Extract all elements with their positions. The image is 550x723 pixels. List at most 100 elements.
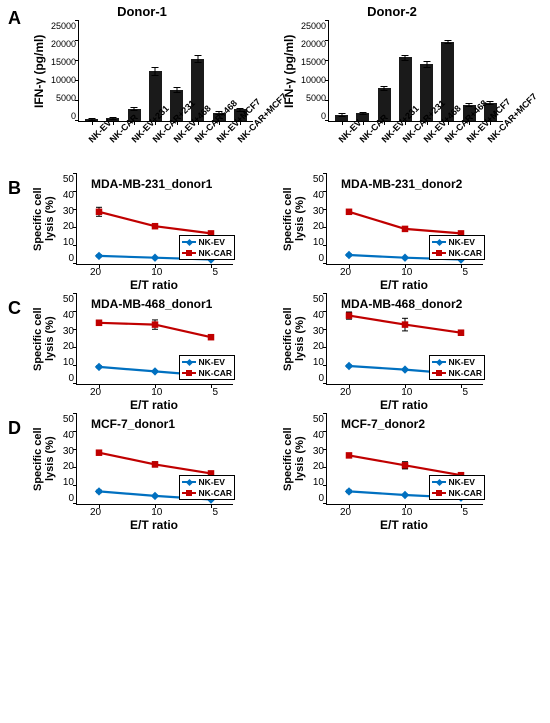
line-ytick: 50 — [306, 294, 324, 305]
legend-row: NK-CAR — [182, 488, 232, 498]
line-plot-outer: MDA-MB-231_donor1NK-EVNK-CAR20105E/T rat… — [76, 174, 233, 292]
error-cap — [381, 86, 388, 87]
line-plot-outer: MDA-MB-468_donor1NK-EVNK-CAR20105E/T rat… — [76, 294, 233, 412]
line-title: MCF-7_donor2 — [341, 417, 425, 431]
bar-xlabel: NK-EV+231 — [129, 124, 150, 145]
line-ytick: 0 — [56, 493, 74, 504]
legend-label: NK-EV — [448, 357, 474, 367]
line-chart-wrap: Specific cell lysis (%)50403020100MDA-MB… — [30, 174, 254, 292]
line-xlabel-title: E/T ratio — [326, 518, 482, 532]
line-ytick: 10 — [56, 237, 74, 248]
legend-label: NK-EV — [198, 477, 224, 487]
line-xlabel-title: E/T ratio — [76, 518, 232, 532]
series-marker — [208, 334, 215, 341]
bar-ytick: 10000 — [296, 75, 326, 85]
line-ytick: 50 — [56, 174, 74, 185]
error-cap — [131, 110, 138, 111]
legend-line — [432, 481, 446, 483]
line-title: MDA-MB-231_donor1 — [91, 177, 212, 191]
bar-ytick: 10000 — [46, 75, 76, 85]
legend-label: NK-EV — [198, 357, 224, 367]
bar-title: Donor-1 — [30, 4, 254, 19]
line-xtick-label: 10 — [151, 507, 162, 518]
line-ytick: 20 — [306, 341, 324, 352]
bar-yaxis: 2500020000150001000050000 — [296, 21, 328, 121]
legend-label: NK-CAR — [198, 248, 232, 258]
line-ylabel: Specific cell lysis (%) — [30, 414, 56, 504]
line-ytick: 0 — [56, 373, 74, 384]
legend-line — [182, 372, 196, 374]
bar-tick-mark — [75, 120, 79, 121]
error-cap — [173, 92, 180, 93]
line-title: MDA-MB-231_donor2 — [341, 177, 462, 191]
legend: NK-EVNK-CAR — [429, 235, 485, 260]
error-cap — [444, 40, 451, 41]
line-plot-outer: MCF-7_donor2NK-EVNK-CAR20105E/T ratio — [326, 414, 483, 532]
bar-title: Donor-2 — [280, 4, 504, 19]
legend-label: NK-EV — [198, 237, 224, 247]
bar-xlabels: NK-EVNK-CARNK-EV+231NK-CAR+231NK-EV+468N… — [78, 122, 253, 172]
legend-row: NK-EV — [432, 477, 482, 487]
panel-letter-D: D — [8, 414, 30, 439]
bar-column — [82, 119, 101, 121]
line-yaxis: 50403020100 — [56, 174, 76, 264]
line-chart-wrap: Specific cell lysis (%)50403020100MDA-MB… — [30, 294, 254, 412]
bar-tick-mark — [75, 20, 79, 21]
bar-ytick: 25000 — [296, 21, 326, 31]
bar-xlabel: NK-EV+231 — [379, 124, 400, 145]
line-ytick: 40 — [306, 430, 324, 441]
line-ytick: 0 — [56, 253, 74, 264]
line-ytick: 10 — [306, 357, 324, 368]
series-marker — [345, 487, 353, 495]
bar-ytick: 15000 — [46, 57, 76, 67]
line-chart-wrap: Specific cell lysis (%)50403020100MDA-MB… — [280, 294, 504, 412]
bar-ytick: 5000 — [296, 93, 326, 103]
legend-label: NK-CAR — [448, 248, 482, 258]
line-plot: MDA-MB-468_donor1NK-EVNK-CAR — [76, 294, 233, 385]
legend-marker — [436, 370, 442, 376]
legend-label: NK-CAR — [198, 488, 232, 498]
bar-tick-mark — [325, 40, 329, 41]
legend-row: NK-EV — [182, 237, 232, 247]
line-xtick-mark — [461, 504, 462, 508]
line-yaxis: 50403020100 — [306, 414, 326, 504]
legend-line — [182, 481, 196, 483]
line-chart-wrap: Specific cell lysis (%)50403020100MCF-7_… — [280, 414, 504, 532]
series-marker — [152, 223, 159, 230]
bar-xlabel: NK-EV+MCF7 — [214, 124, 235, 145]
line-xtick-label: 20 — [340, 267, 351, 278]
series-marker — [402, 226, 409, 233]
bar-xlabel: NK-EV — [87, 124, 108, 145]
bar-ytick: 15000 — [296, 57, 326, 67]
line-ytick: 30 — [306, 206, 324, 217]
line-xtick-label: 10 — [151, 387, 162, 398]
line-ytick: 30 — [56, 206, 74, 217]
legend-label: NK-EV — [448, 477, 474, 487]
line-ytick: 30 — [306, 326, 324, 337]
error-cap — [88, 118, 95, 119]
line-xtick-label: 5 — [212, 387, 218, 398]
bar-xlabel: NK-EV+MCF7 — [464, 124, 485, 145]
series-marker — [346, 312, 353, 319]
line-chart-wrap: Specific cell lysis (%)50403020100MCF-7_… — [30, 414, 254, 532]
line-xlabel-title: E/T ratio — [76, 398, 232, 412]
line-ytick: 20 — [306, 461, 324, 472]
legend-line — [432, 241, 446, 243]
legend-row: NK-CAR — [432, 368, 482, 378]
legend-label: NK-CAR — [198, 368, 232, 378]
line-ytick: 10 — [56, 477, 74, 488]
line-xlabel-title: E/T ratio — [76, 278, 232, 292]
line-xtick-mark — [405, 504, 406, 508]
bar-chart-wrap: IFN-γ (pg/ml)2500020000150001000050000NK… — [30, 21, 254, 172]
line-xtick-mark — [405, 384, 406, 388]
line-ytick: 40 — [306, 190, 324, 201]
line-xtick-label: 20 — [340, 387, 351, 398]
line-xtick-label: 20 — [90, 507, 101, 518]
line-ylabel: Specific cell lysis (%) — [30, 294, 56, 384]
legend-marker — [186, 370, 192, 376]
error-bar — [155, 67, 156, 74]
legend-line — [432, 252, 446, 254]
line-ytick: 10 — [306, 477, 324, 488]
series-marker — [151, 254, 159, 262]
line-ytick: 30 — [306, 446, 324, 457]
